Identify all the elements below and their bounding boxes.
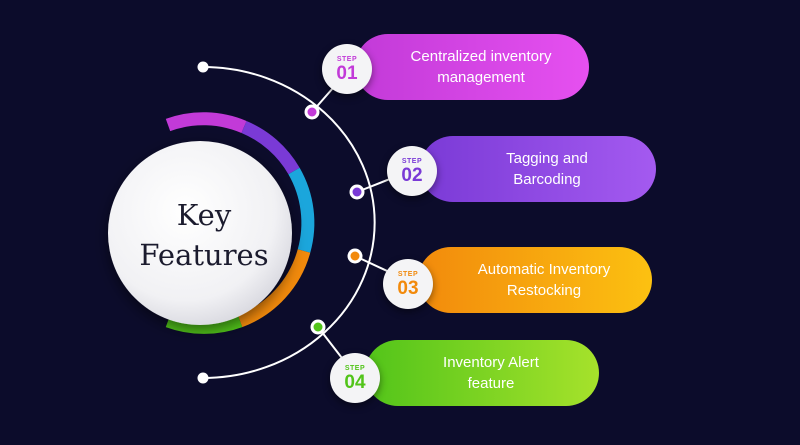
- step-04-badge: STEP 04: [330, 353, 380, 403]
- step-03-number: 03: [397, 277, 419, 299]
- step-01-badge: STEP 01: [322, 44, 372, 94]
- step-04-label: STEP: [344, 364, 366, 372]
- arc-dot-04-inner: [313, 322, 323, 332]
- ring-segment-blue: [288, 167, 315, 253]
- center-circle: [108, 141, 292, 325]
- step-01-text-line1: Centralized inventory: [410, 48, 552, 65]
- arc-end-dot-bottom: [197, 372, 209, 384]
- ring-segment-magenta: [165, 112, 247, 134]
- step-02-text-line2: Barcoding: [513, 171, 581, 188]
- step-04-number: 04: [344, 371, 366, 393]
- step-01-label: STEP: [336, 55, 358, 63]
- step-02-label: STEP: [401, 157, 423, 165]
- step-01-pill: Centralized inventory management: [355, 34, 589, 100]
- step-02-pill: Tagging and Barcoding: [420, 136, 656, 202]
- step-04-text-line2: feature: [467, 375, 515, 392]
- ring-segment-green: [165, 314, 243, 334]
- ring-segment-orange: [237, 249, 311, 328]
- center-title-line1: Key: [176, 198, 232, 232]
- center-title-line2: Features: [139, 238, 269, 272]
- arc-dot-02-inner: [352, 187, 362, 197]
- center-ring: [165, 112, 315, 334]
- step-03-text-line1: Automatic Inventory: [477, 261, 611, 278]
- center-title: Key Features: [108, 160, 300, 310]
- step-03-badge: STEP 03: [383, 259, 433, 309]
- arc-dot-03-inner: [350, 251, 360, 261]
- step-01-text-line2: management: [437, 69, 525, 86]
- step-03-text-line2: Restocking: [506, 282, 582, 299]
- step-02-text-line1: Tagging and: [506, 150, 588, 167]
- ring-segment-purple: [241, 121, 300, 175]
- arc-dot-01-inner: [307, 107, 317, 117]
- connector-arc: [202, 66, 376, 379]
- step-04-pill: Inventory Alert feature: [365, 340, 599, 406]
- arc-end-dot-top: [197, 61, 209, 73]
- step-02-badge: STEP 02: [387, 146, 437, 196]
- step-01-number: 01: [336, 62, 358, 84]
- step-03-label: STEP: [397, 270, 419, 278]
- step-02-number: 02: [401, 164, 423, 186]
- step-04-text-line1: Inventory Alert: [443, 354, 539, 371]
- step-03-pill: Automatic Inventory Restocking: [418, 247, 652, 313]
